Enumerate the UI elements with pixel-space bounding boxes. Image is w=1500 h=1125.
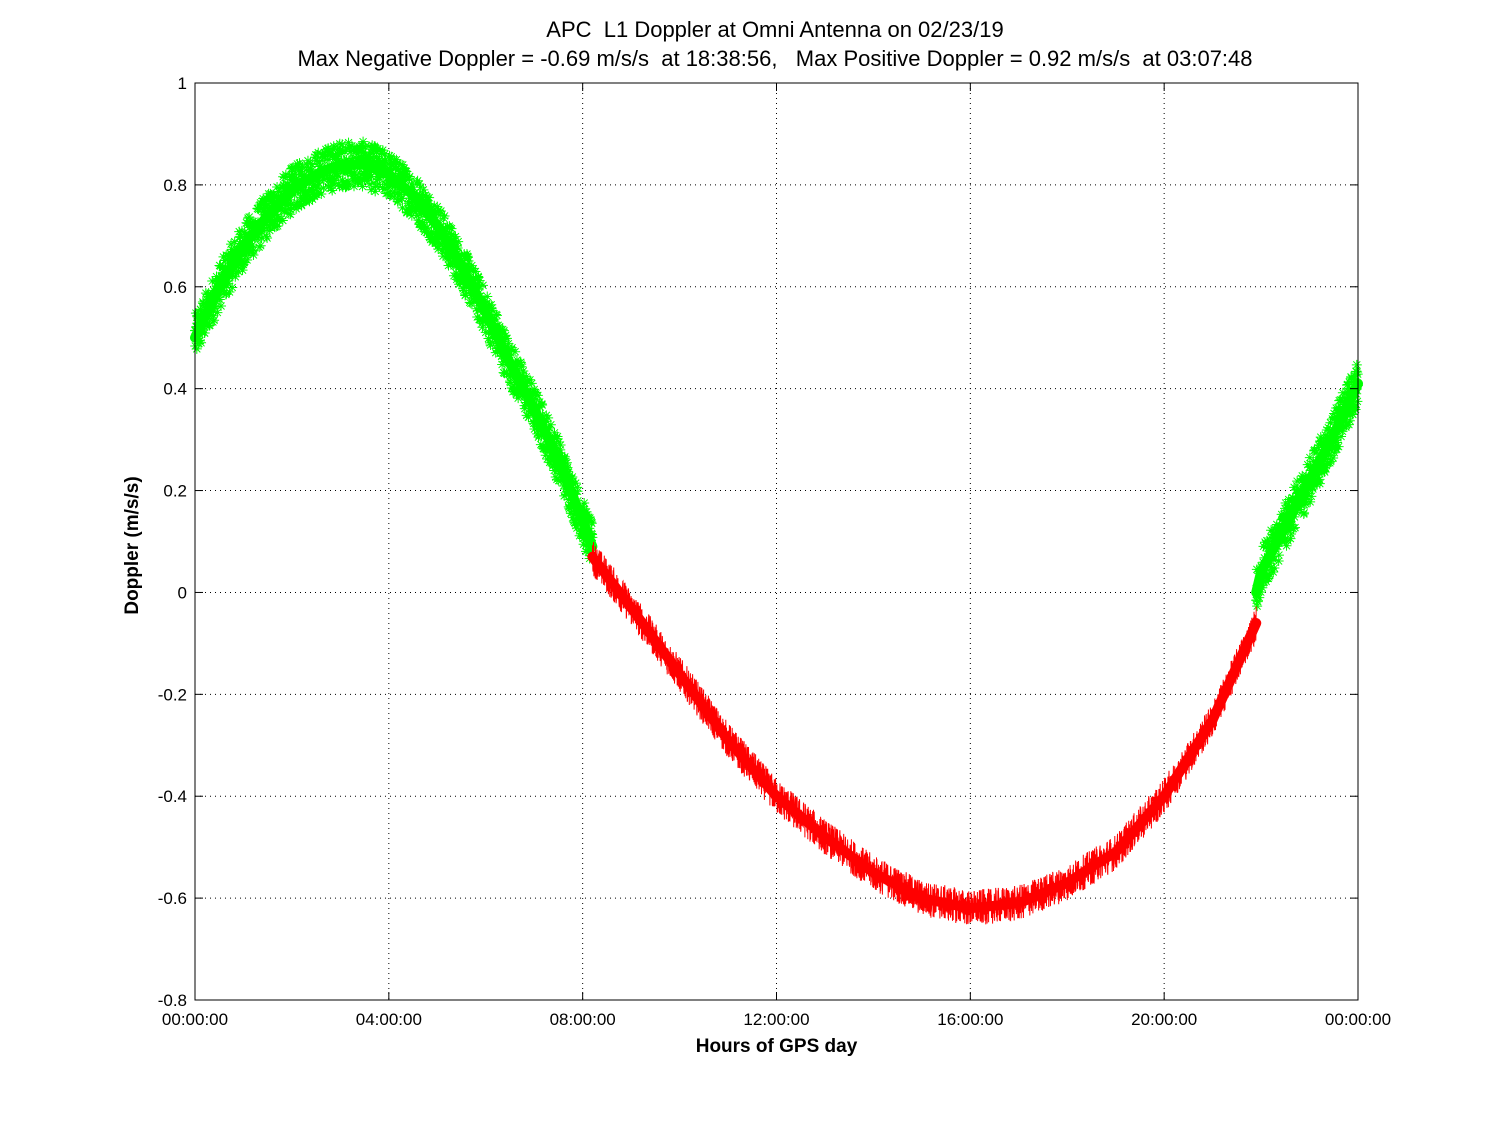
data-point [266,213,270,217]
data-point [508,361,512,365]
data-point [1283,524,1287,528]
data-point [726,738,730,742]
y-tick-label: 0.4 [163,380,187,399]
x-tick-label: 00:00:00 [1325,1010,1391,1029]
data-point [1162,794,1166,798]
x-tick-label: 04:00:00 [356,1010,422,1029]
data-point [1308,478,1312,482]
series-0-markers-0 [190,136,598,564]
data-point [314,173,318,177]
data-point [338,163,342,167]
series-0-trend-0 [190,159,598,552]
data-point [217,285,221,289]
data-point [1332,433,1336,437]
data-point [1097,860,1101,864]
ticks: 00:00:00 04:00:00 08:00:00 12:00:00 16:00:00… [158,74,1391,1029]
data-point [629,606,633,610]
data-point [1114,850,1118,854]
data-point [871,871,875,875]
data-point [968,906,972,910]
x-axis-title: Hours of GPS day [696,1036,858,1057]
x-tick-label: 08:00:00 [550,1010,616,1029]
data-point [1017,901,1021,905]
data-point [411,193,415,197]
y-tick-label: -0.8 [158,991,187,1010]
data-point [1259,570,1263,574]
y-axis-title: Doppler (m/s/s) [122,476,143,614]
data-point [387,173,391,177]
y-tick-label: -0.4 [158,787,187,806]
plot-frame [194,82,1359,1001]
y-tick-label: 0.6 [163,278,187,297]
data-point [581,519,585,523]
data-point [532,407,536,411]
series-1-trend-0 [587,551,1262,914]
data-point [363,163,367,167]
data-point [1254,621,1258,625]
data-point [484,310,488,314]
data-point [775,794,778,798]
y-tick-label: 0 [178,583,187,602]
series-0-trend-1 [1251,378,1363,598]
x-tick-label: 20:00:00 [1131,1010,1197,1029]
y-tick-label: -0.6 [158,889,187,908]
chart-title: APC L1 Doppler at Omni Antenna on 02/23/… [546,17,1004,42]
y-tick-label: 0.2 [163,482,187,501]
data-point [241,244,245,248]
x-tick-label: 16:00:00 [937,1010,1003,1029]
data-point [1065,881,1069,885]
grid [195,83,1358,1000]
y-tick-label: -0.2 [158,685,187,704]
series-1-line-0 [591,542,1257,925]
data-point [823,835,827,839]
data-layer [190,136,1363,925]
x-tick-label: 00:00:00 [162,1010,228,1029]
series-1 [587,542,1262,925]
y-tick-label: 0.8 [163,176,187,195]
data-point [435,224,439,228]
data-point [920,896,924,900]
chart-subtitle: Max Negative Doppler = -0.69 m/s/s at 18… [297,46,1253,71]
y-tick-label: 1 [178,74,187,93]
data-point [460,264,464,268]
data-point [556,458,560,462]
series-0 [190,136,1363,612]
data-point [1211,718,1215,722]
data-point [1254,590,1258,594]
data-point [290,188,294,192]
x-tick-label: 12:00:00 [743,1010,809,1029]
data-point [678,672,682,676]
data-point [590,555,594,559]
